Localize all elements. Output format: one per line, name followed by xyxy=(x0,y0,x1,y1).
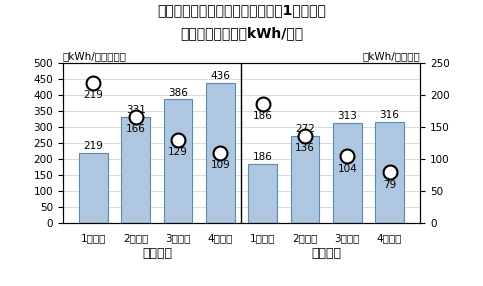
Text: 313: 313 xyxy=(337,111,357,121)
Bar xyxy=(248,164,277,223)
Text: 109: 109 xyxy=(211,160,230,170)
Point xyxy=(259,102,267,106)
Text: 平均電気使用量（kWh/月）: 平均電気使用量（kWh/月） xyxy=(180,26,303,40)
Point xyxy=(216,151,224,156)
Text: 186: 186 xyxy=(253,111,272,121)
Text: 219: 219 xyxy=(84,141,103,151)
Bar xyxy=(79,153,108,223)
Text: 104: 104 xyxy=(338,164,357,174)
Bar xyxy=(164,100,192,223)
Text: 186: 186 xyxy=(253,152,272,162)
Text: 166: 166 xyxy=(126,124,146,134)
Text: 386: 386 xyxy=(168,88,188,98)
Text: 272: 272 xyxy=(295,124,315,134)
Text: 建て方、属性別世帯あたりおよび1人あたり: 建て方、属性別世帯あたりおよび1人あたり xyxy=(157,3,326,17)
Text: 129: 129 xyxy=(168,148,188,158)
Point xyxy=(132,114,140,119)
Text: 316: 316 xyxy=(380,110,399,120)
Text: 331: 331 xyxy=(126,105,146,115)
Text: （kWh/月・世帯）: （kWh/月・世帯） xyxy=(63,51,127,61)
Point xyxy=(174,138,182,143)
Point xyxy=(301,134,309,138)
Text: 436: 436 xyxy=(211,72,230,82)
Point xyxy=(343,154,351,159)
Bar xyxy=(333,123,362,223)
Bar xyxy=(121,117,150,223)
Text: 219: 219 xyxy=(84,90,103,100)
Bar xyxy=(206,84,235,223)
Text: （kWh/月・人）: （kWh/月・人） xyxy=(362,51,420,61)
Text: 戸建住宅: 戸建住宅 xyxy=(142,247,172,260)
Text: 136: 136 xyxy=(295,143,315,153)
Bar xyxy=(291,136,319,223)
Text: 集合住宅: 集合住宅 xyxy=(311,247,341,260)
Point xyxy=(89,80,97,85)
Bar xyxy=(375,122,404,223)
Point xyxy=(386,170,394,175)
Text: 79: 79 xyxy=(383,180,396,190)
